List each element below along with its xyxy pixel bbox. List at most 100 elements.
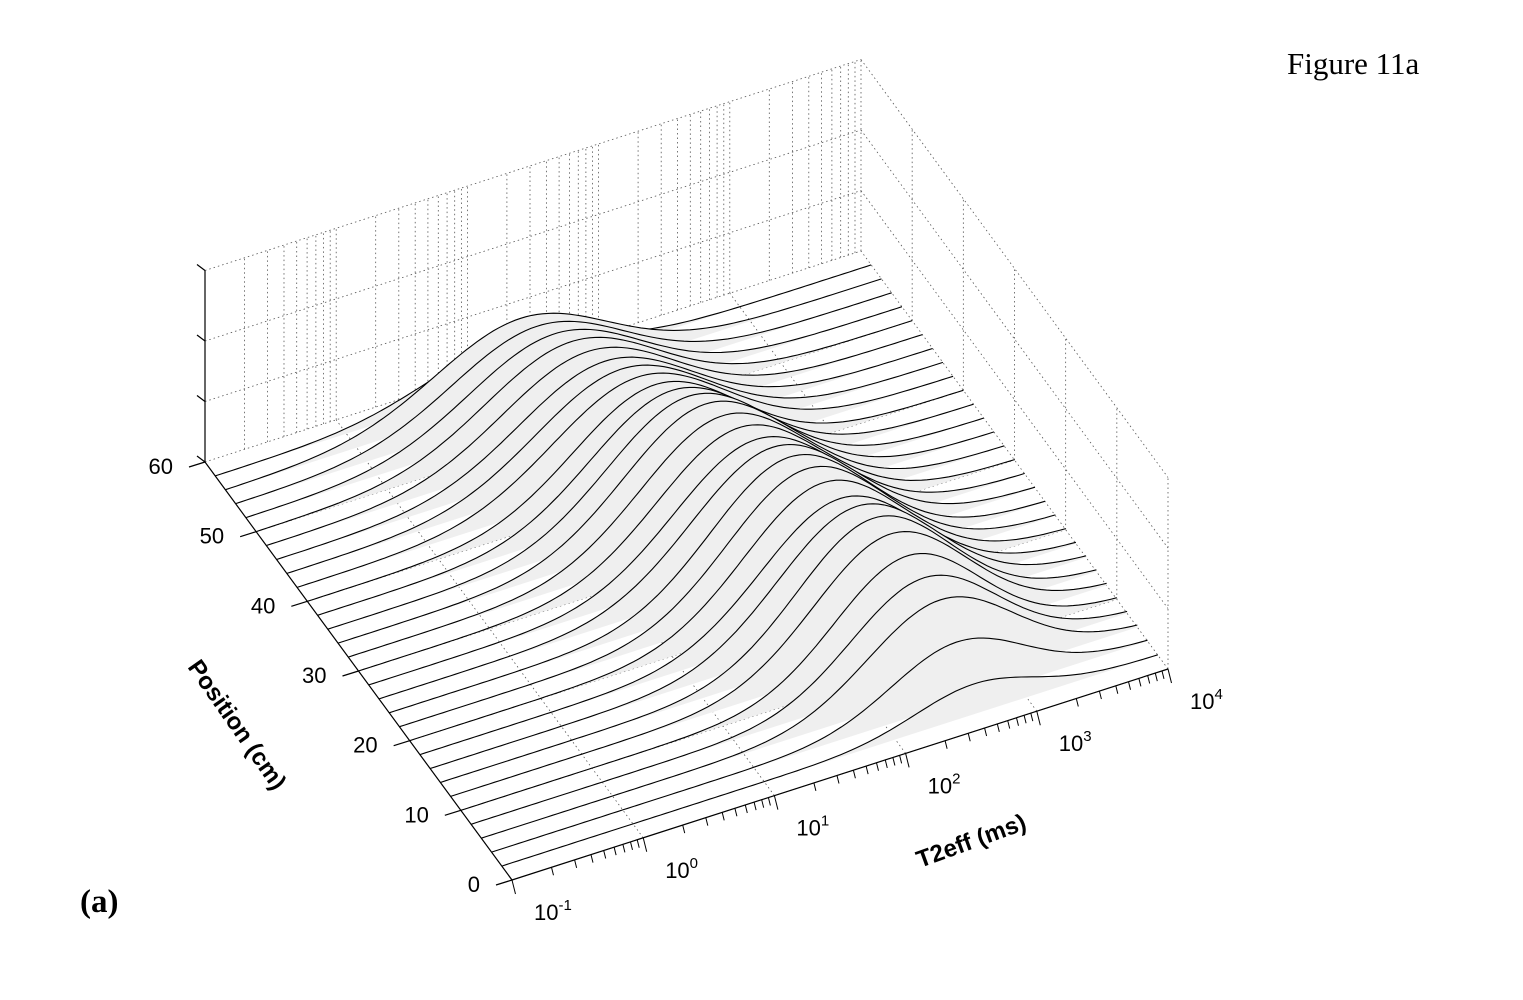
z-axis-tick <box>196 455 206 463</box>
series-line <box>296 372 954 588</box>
x-axis-tick <box>590 854 594 863</box>
x-axis-tick <box>603 850 607 859</box>
x-axis-line <box>511 668 1169 881</box>
series-line <box>225 278 882 491</box>
series-line <box>266 334 923 547</box>
x-axis-tick <box>613 847 617 856</box>
y-axis-tick <box>342 670 359 677</box>
series-line <box>491 637 1148 853</box>
series-line <box>378 443 1036 700</box>
series-line <box>501 654 1158 867</box>
series-line <box>317 386 974 616</box>
series-line <box>440 515 1097 784</box>
x-axis-tick <box>622 844 626 853</box>
x-axis-tick <box>1167 668 1172 684</box>
y-axis-tick <box>188 461 206 468</box>
x-axis-tick <box>1075 698 1079 707</box>
series-fill <box>501 654 1158 867</box>
x-axis-tick <box>1007 720 1011 729</box>
x-axis-tick <box>744 804 748 814</box>
series-line <box>419 495 1077 756</box>
x-tick-label: 100 <box>665 855 698 883</box>
x-axis-tick <box>511 879 516 895</box>
back-wall-gridline <box>204 129 862 342</box>
x-axis-tick <box>1161 670 1165 680</box>
x-axis-tick <box>1036 711 1041 726</box>
series-line <box>358 424 1015 672</box>
y-axis-tick <box>291 600 308 607</box>
x-axis-tick <box>876 762 879 771</box>
x-axis-tick <box>1030 713 1034 722</box>
series-line <box>450 531 1107 797</box>
x-axis-tick <box>721 812 725 821</box>
x-axis-tick <box>996 723 1000 733</box>
x-axis-tick <box>1154 672 1158 682</box>
series-line <box>368 436 1025 686</box>
x-tick-label: 102 <box>928 770 961 798</box>
series-line <box>399 465 1056 728</box>
y-tick-label: 0 <box>468 872 480 897</box>
x-axis-tick <box>773 795 779 810</box>
chart-series <box>215 264 1158 867</box>
y-tick-label: 30 <box>302 663 326 688</box>
series-line <box>470 574 1128 825</box>
z-axis-tick <box>196 264 206 271</box>
y-axis-tick <box>239 531 257 538</box>
x-tick-label: 103 <box>1059 728 1092 756</box>
z-axis-tick <box>196 395 206 402</box>
series-line <box>235 292 892 505</box>
x-axis-tick <box>944 740 948 749</box>
x-axis-tick <box>865 765 869 775</box>
x-axis-tick <box>884 759 888 769</box>
panel-label: (a) <box>80 884 118 920</box>
series-line <box>256 320 913 533</box>
x-tick-label: 10-1 <box>534 897 572 925</box>
x-tick-label: 101 <box>796 813 829 841</box>
x-tick-label: 104 <box>1190 686 1223 714</box>
series-line <box>286 361 944 574</box>
x-axis-tick <box>682 824 686 834</box>
y-axis-tick <box>393 740 410 747</box>
series-line <box>337 400 995 644</box>
y-tick-label: 60 <box>149 454 173 479</box>
x-axis-tick <box>836 775 840 784</box>
series-line <box>429 503 1087 770</box>
y-axis-tick <box>495 879 513 886</box>
y-tick-label: 10 <box>404 802 428 827</box>
side-wall-gridline <box>860 129 1169 549</box>
x-axis-tick <box>899 755 903 764</box>
z-axis-tick <box>196 334 206 342</box>
x-axis-tick <box>642 837 648 852</box>
x-axis-tick <box>1115 685 1119 694</box>
series-line <box>348 412 1005 658</box>
y-axis-tick <box>444 809 462 816</box>
x-axis-tick <box>1015 717 1019 726</box>
back-wall-gridline <box>204 59 862 271</box>
x-axis-tick <box>551 867 554 876</box>
series-line <box>389 453 1046 714</box>
x-axis-tick <box>813 782 817 792</box>
x-axis-tick <box>1138 678 1142 687</box>
side-wall-gridline <box>860 190 1169 609</box>
x-axis-tick <box>1098 690 1102 700</box>
x-axis-tick <box>705 817 709 826</box>
series-line <box>481 596 1138 839</box>
side-wall-gridline <box>860 59 1169 478</box>
x-axis-tick <box>984 727 988 737</box>
series-line <box>327 392 984 630</box>
series-line <box>245 306 903 519</box>
y-axis-label: Position (cm) <box>182 655 291 795</box>
series-line <box>460 553 1117 811</box>
x-axis-tick <box>905 753 910 768</box>
x-axis-tick <box>767 797 771 806</box>
series-line <box>409 479 1066 742</box>
x-axis-tick <box>852 770 856 779</box>
y-tick-label: 40 <box>251 593 275 618</box>
x-axis-tick <box>761 799 765 808</box>
x-axis-tick <box>734 808 738 817</box>
series-line <box>307 380 964 602</box>
x-axis-tick <box>636 839 640 848</box>
figure-title: Figure 11a <box>1287 46 1420 81</box>
x-axis-tick <box>574 859 578 868</box>
